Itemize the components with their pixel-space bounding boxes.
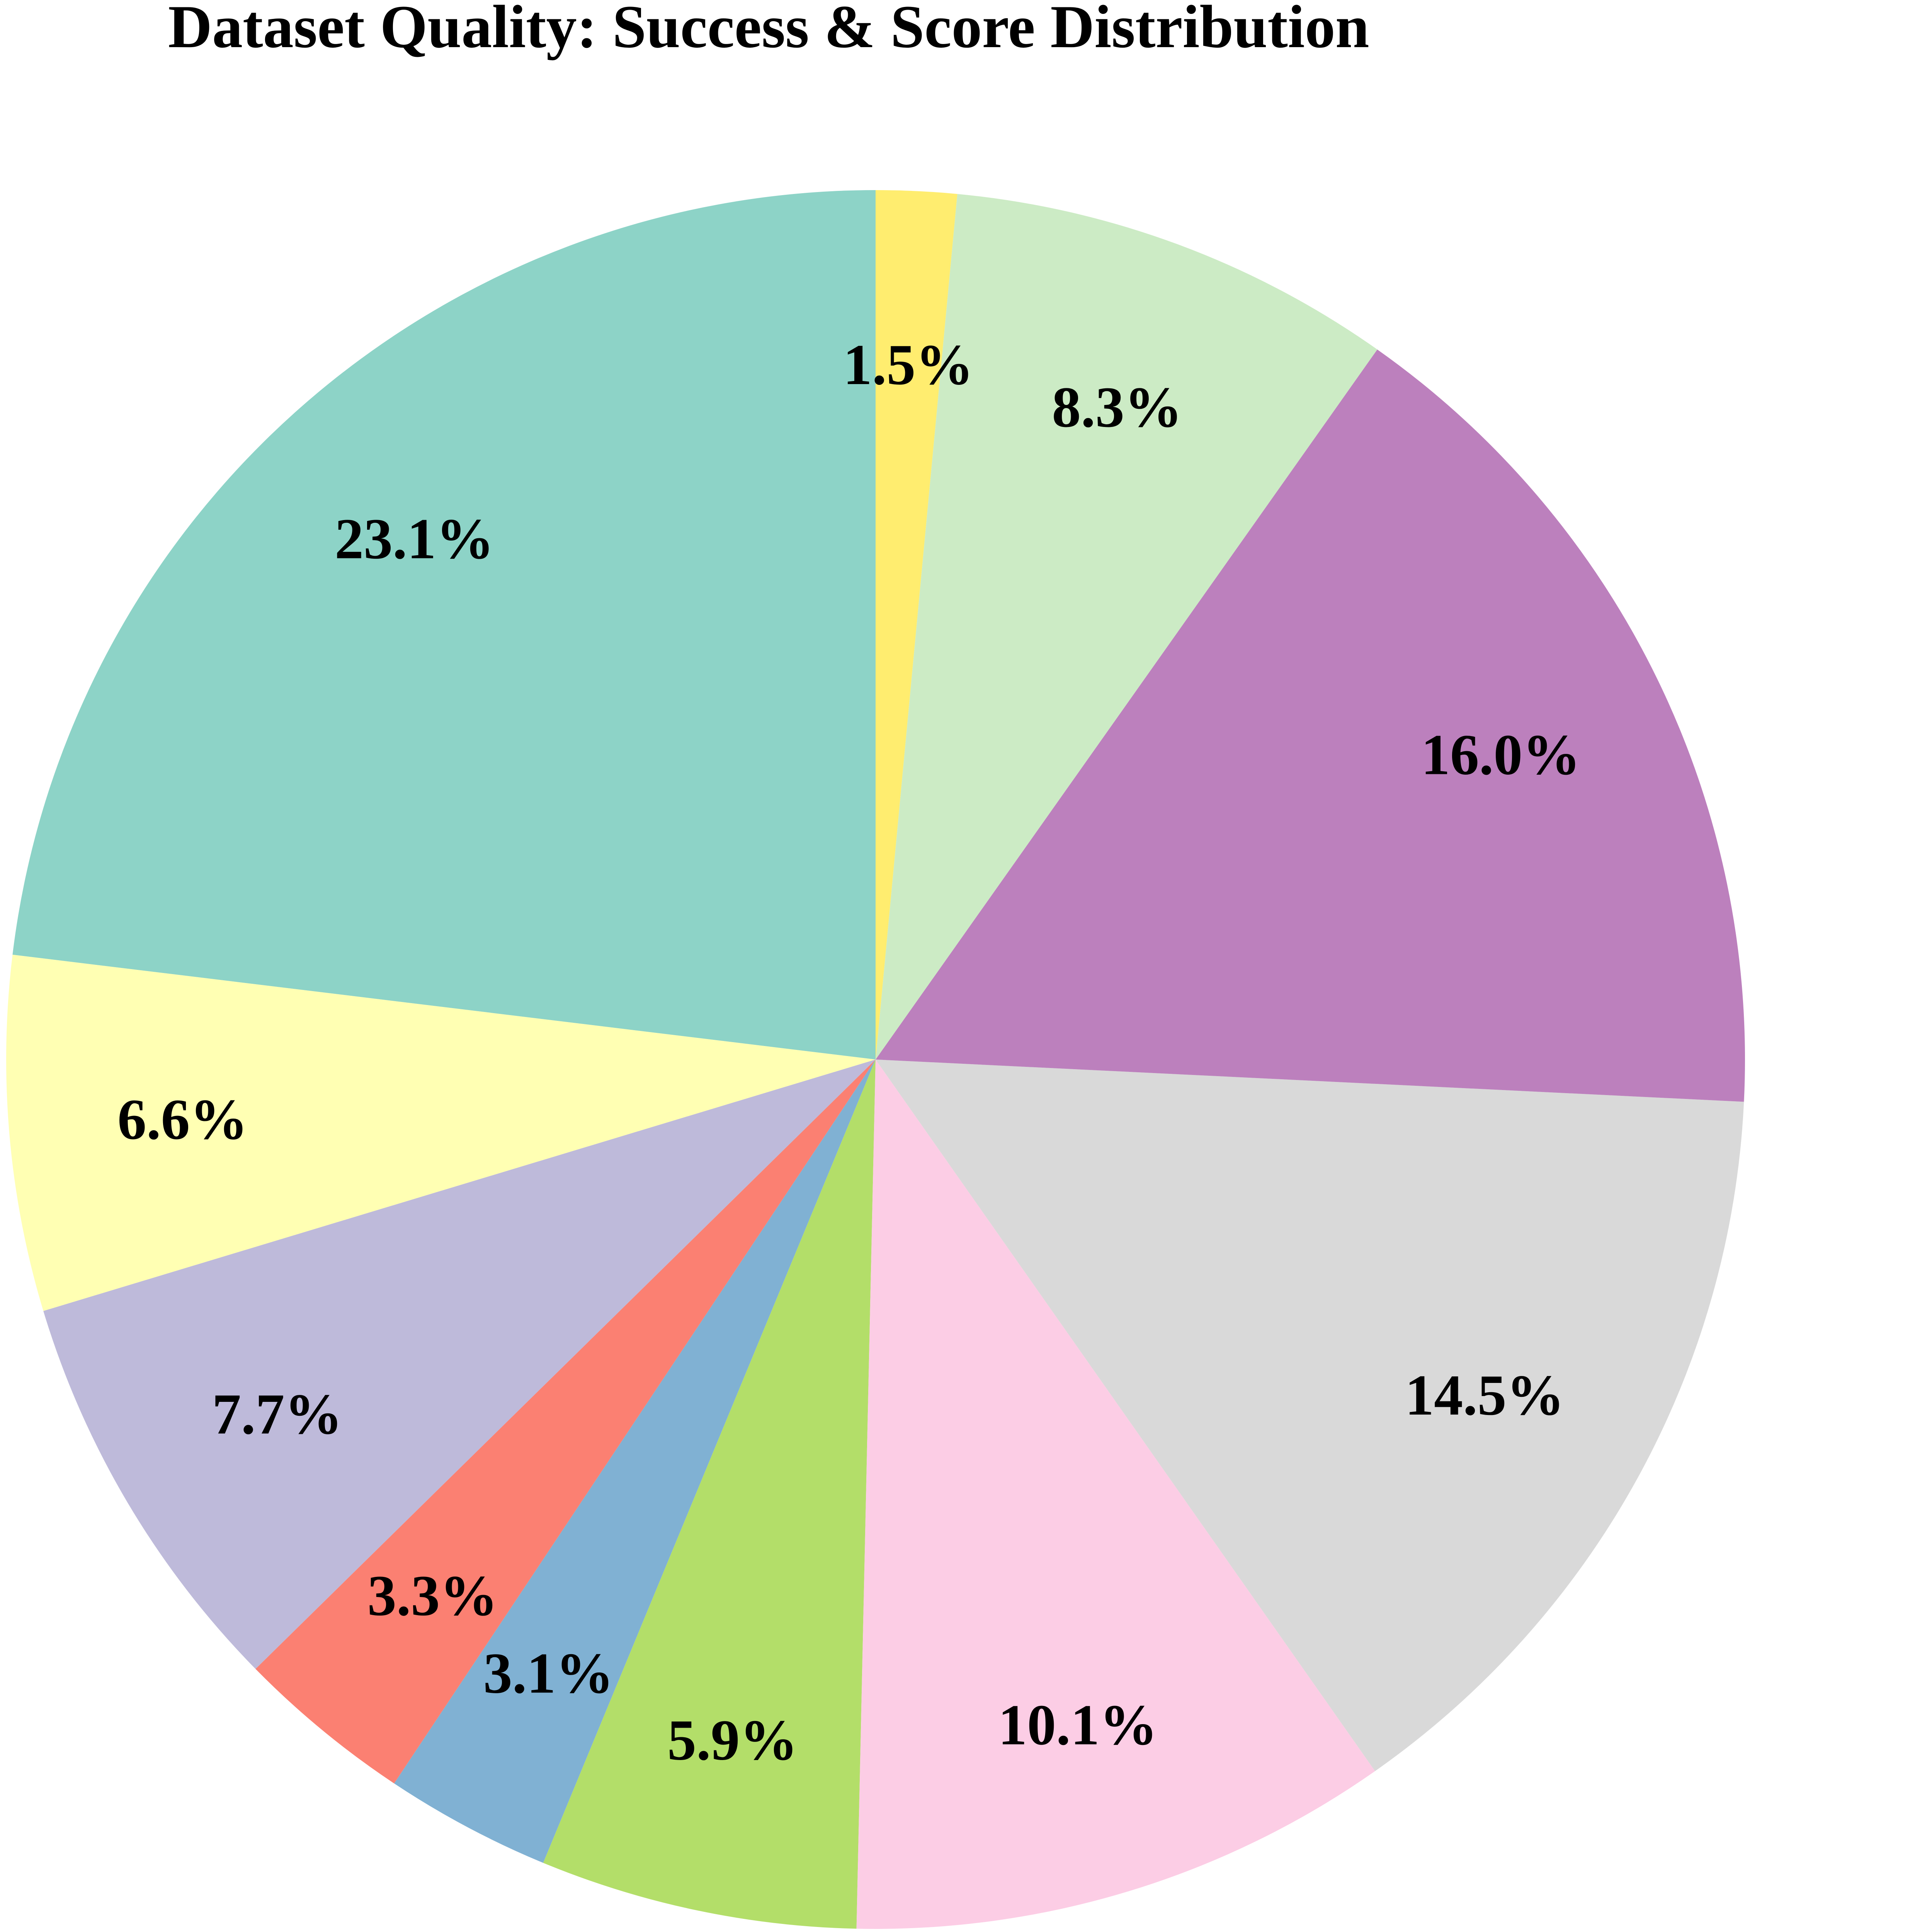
pie-percent-labels: 23.1% 6.6% 7.7% 3.3% 3.1% 5.9% 10.1% 14.5% 16.0%… [117, 333, 1580, 1772]
pie-slice [876, 1060, 1744, 1771]
slice-percent-label: 10.1% [998, 1693, 1158, 1757]
pie-slice [255, 1060, 876, 1784]
pie-slices [6, 190, 1745, 1929]
pie-slice [394, 1060, 876, 1863]
slice-percent-label: 23.1% [335, 507, 494, 571]
slice-percent-label: 5.9% [667, 1708, 798, 1772]
slice-percent-label: 8.3% [1052, 375, 1182, 439]
pie-slice [43, 1060, 876, 1669]
pie-slice [6, 954, 876, 1311]
slice-percent-label: 1.5% [843, 333, 974, 397]
pie-slice [543, 1060, 876, 1929]
chart-title: Dataset Quality: Success & Score Distrib… [168, 0, 1369, 61]
slice-percent-label: 3.1% [483, 1641, 614, 1706]
slice-percent-label: 14.5% [1405, 1363, 1565, 1427]
slice-percent-label: 6.6% [117, 1087, 248, 1151]
slice-percent-label: 16.0% [1421, 723, 1581, 787]
slice-percent-label: 3.3% [367, 1564, 498, 1628]
slice-percent-label: 7.7% [212, 1382, 343, 1446]
pie-slice [876, 194, 1378, 1060]
pie-slice [876, 190, 957, 1060]
pie-slice [876, 349, 1745, 1102]
pie-slice [12, 190, 876, 1060]
pie-slice [856, 1060, 1375, 1929]
